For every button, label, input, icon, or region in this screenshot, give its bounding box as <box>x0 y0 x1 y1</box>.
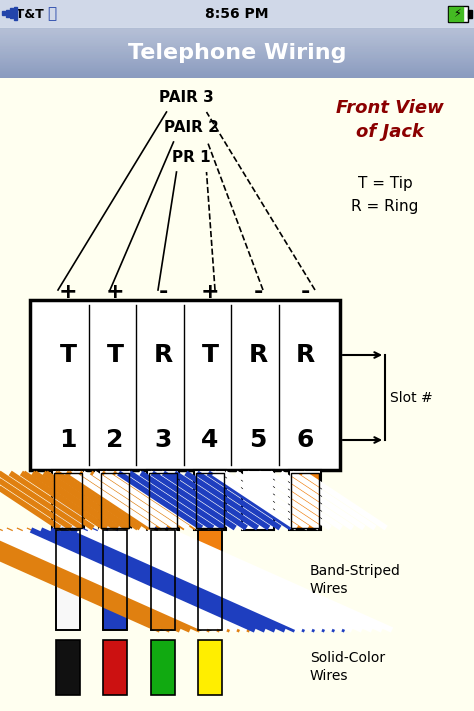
Bar <box>449 7 463 21</box>
Text: 2: 2 <box>106 428 124 452</box>
Text: PR 1: PR 1 <box>172 150 211 165</box>
Bar <box>52 470 84 530</box>
Bar <box>149 473 177 528</box>
Text: R: R <box>154 343 173 367</box>
Text: 8:56 PM: 8:56 PM <box>205 7 269 21</box>
Text: Slot #: Slot # <box>390 391 433 405</box>
Text: 1: 1 <box>59 428 77 452</box>
Text: -: - <box>158 282 168 302</box>
Bar <box>468 10 472 18</box>
Bar <box>151 530 175 630</box>
Text: T: T <box>107 343 124 367</box>
Bar <box>151 640 175 695</box>
Bar <box>54 473 82 528</box>
Text: T: T <box>60 343 76 367</box>
Text: +: + <box>201 282 219 302</box>
Bar <box>101 473 129 528</box>
Bar <box>103 530 127 630</box>
Bar <box>101 473 129 528</box>
Text: +: + <box>106 282 124 302</box>
Bar <box>291 473 319 528</box>
Bar <box>198 530 222 630</box>
Bar <box>0 28 474 78</box>
Text: 6: 6 <box>296 428 314 452</box>
Bar <box>194 470 226 530</box>
Text: ⌒: ⌒ <box>47 6 56 21</box>
Bar <box>198 530 222 630</box>
Bar <box>54 473 82 528</box>
Text: Solid-Color
Wires: Solid-Color Wires <box>310 651 385 683</box>
Bar <box>56 530 80 630</box>
Text: 5: 5 <box>249 428 267 452</box>
Bar <box>0 0 474 28</box>
Bar <box>196 473 224 528</box>
Bar <box>10 8 13 18</box>
Bar <box>149 473 177 528</box>
Bar <box>198 640 222 695</box>
Bar <box>448 6 468 22</box>
Text: Telephone Wiring: Telephone Wiring <box>128 43 346 63</box>
Bar <box>6 10 9 17</box>
Bar <box>56 530 80 630</box>
Text: ⚡: ⚡ <box>453 9 461 19</box>
Text: 4: 4 <box>201 428 219 452</box>
Bar <box>103 530 127 630</box>
Bar <box>196 473 224 528</box>
Text: T: T <box>201 343 219 367</box>
Bar <box>0 78 474 711</box>
Bar <box>151 530 175 630</box>
Bar <box>103 640 127 695</box>
Bar <box>14 7 17 20</box>
Bar <box>30 300 340 470</box>
Bar <box>147 470 179 530</box>
Bar <box>291 473 319 528</box>
Text: +: + <box>59 282 77 302</box>
Text: -: - <box>253 282 263 302</box>
Text: R: R <box>248 343 268 367</box>
Text: T = Tip
R = Ring: T = Tip R = Ring <box>351 176 419 213</box>
Text: AT&T: AT&T <box>8 8 45 21</box>
Text: 3: 3 <box>155 428 172 452</box>
Text: Band-Striped
Wires: Band-Striped Wires <box>310 564 401 597</box>
Bar <box>99 470 131 530</box>
Bar <box>56 640 80 695</box>
Text: -: - <box>301 282 310 302</box>
Text: Front View
of Jack: Front View of Jack <box>336 100 444 141</box>
Bar <box>289 470 321 530</box>
Bar <box>242 470 274 530</box>
Text: PAIR 3: PAIR 3 <box>159 90 214 105</box>
Bar <box>2 11 5 15</box>
Text: PAIR 2: PAIR 2 <box>164 120 219 135</box>
Text: R: R <box>295 343 315 367</box>
